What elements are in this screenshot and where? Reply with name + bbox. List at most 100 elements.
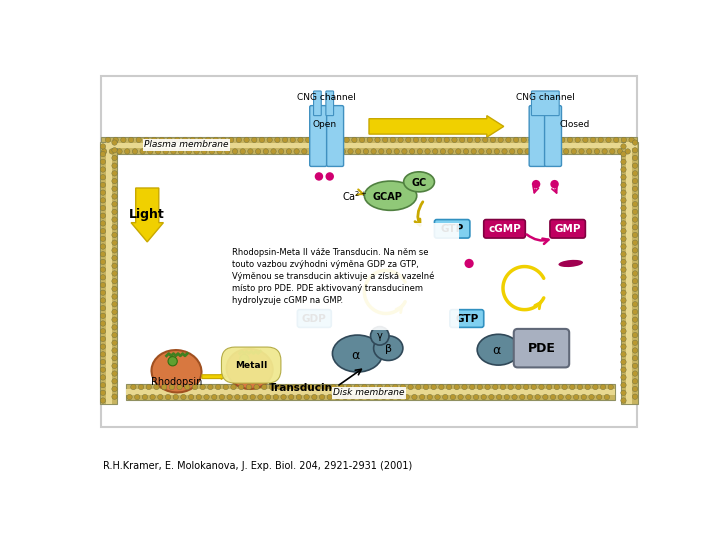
- Circle shape: [621, 382, 626, 388]
- Circle shape: [315, 384, 321, 390]
- Circle shape: [392, 384, 398, 390]
- Circle shape: [112, 248, 117, 253]
- Circle shape: [100, 313, 106, 319]
- Circle shape: [408, 384, 413, 390]
- Circle shape: [471, 148, 477, 154]
- Circle shape: [371, 148, 377, 154]
- Circle shape: [632, 325, 638, 330]
- Circle shape: [105, 137, 111, 143]
- Circle shape: [100, 151, 106, 157]
- Circle shape: [263, 148, 269, 154]
- Circle shape: [290, 137, 295, 143]
- Text: Rhodopsin-Meta II váže Transducin. Na něm se
touto vazbou zvýhodni výměna GDP za: Rhodopsin-Meta II váže Transducin. Na ně…: [232, 248, 434, 305]
- Circle shape: [564, 148, 569, 154]
- Circle shape: [204, 394, 210, 400]
- Circle shape: [621, 328, 626, 334]
- Circle shape: [456, 148, 461, 154]
- Circle shape: [109, 148, 114, 154]
- Circle shape: [112, 263, 117, 268]
- Circle shape: [335, 394, 340, 400]
- Circle shape: [494, 148, 500, 154]
- Circle shape: [531, 384, 536, 390]
- Circle shape: [632, 248, 638, 253]
- Circle shape: [117, 148, 122, 154]
- Circle shape: [632, 201, 638, 207]
- Circle shape: [632, 294, 638, 299]
- Circle shape: [412, 394, 417, 400]
- Circle shape: [632, 309, 638, 315]
- Circle shape: [589, 394, 594, 400]
- Circle shape: [394, 148, 400, 154]
- Circle shape: [404, 394, 410, 400]
- Circle shape: [138, 384, 144, 390]
- Circle shape: [490, 137, 495, 143]
- Circle shape: [396, 394, 402, 400]
- Circle shape: [189, 394, 194, 400]
- Ellipse shape: [374, 336, 403, 361]
- Circle shape: [621, 267, 626, 272]
- Circle shape: [513, 137, 519, 143]
- Circle shape: [112, 147, 117, 153]
- Circle shape: [573, 394, 579, 400]
- Circle shape: [100, 144, 106, 149]
- Circle shape: [112, 217, 117, 222]
- Circle shape: [621, 336, 626, 342]
- Circle shape: [533, 148, 538, 154]
- Circle shape: [112, 171, 117, 176]
- Circle shape: [444, 137, 449, 143]
- Circle shape: [390, 137, 395, 143]
- Circle shape: [377, 384, 382, 390]
- Circle shape: [112, 317, 117, 322]
- Text: Transducin: Transducin: [269, 383, 333, 393]
- Bar: [127, 384, 616, 400]
- Circle shape: [100, 182, 106, 187]
- Text: Disk membrane: Disk membrane: [333, 388, 405, 397]
- Circle shape: [320, 394, 325, 400]
- Circle shape: [223, 384, 228, 390]
- Circle shape: [523, 384, 528, 390]
- Circle shape: [440, 148, 446, 154]
- Circle shape: [273, 394, 279, 400]
- Text: Light: Light: [130, 208, 165, 221]
- Circle shape: [307, 384, 313, 390]
- Circle shape: [540, 148, 546, 154]
- Circle shape: [248, 148, 253, 154]
- Circle shape: [621, 236, 626, 241]
- Circle shape: [621, 306, 626, 311]
- Circle shape: [112, 186, 117, 192]
- Circle shape: [632, 163, 638, 168]
- Circle shape: [361, 384, 367, 390]
- Circle shape: [338, 384, 344, 390]
- Circle shape: [292, 384, 298, 390]
- Circle shape: [417, 148, 423, 154]
- Circle shape: [112, 355, 117, 361]
- Circle shape: [100, 367, 106, 373]
- Circle shape: [485, 384, 490, 390]
- Circle shape: [473, 394, 479, 400]
- Circle shape: [161, 384, 167, 390]
- Circle shape: [167, 137, 172, 143]
- Circle shape: [632, 263, 638, 268]
- Circle shape: [621, 375, 626, 380]
- Circle shape: [325, 172, 334, 181]
- Circle shape: [271, 148, 276, 154]
- Circle shape: [585, 384, 590, 390]
- Circle shape: [559, 137, 565, 143]
- Circle shape: [608, 384, 613, 390]
- Circle shape: [112, 201, 117, 207]
- Text: GCAP: GCAP: [372, 192, 402, 202]
- Circle shape: [100, 228, 106, 234]
- Circle shape: [100, 198, 106, 203]
- Circle shape: [544, 137, 549, 143]
- Circle shape: [259, 137, 265, 143]
- Circle shape: [289, 394, 294, 400]
- Circle shape: [112, 340, 117, 346]
- Ellipse shape: [477, 334, 520, 365]
- Circle shape: [621, 344, 626, 349]
- Circle shape: [112, 301, 117, 307]
- Circle shape: [140, 148, 145, 154]
- Circle shape: [367, 137, 372, 143]
- Text: γ: γ: [377, 331, 383, 341]
- Circle shape: [131, 384, 136, 390]
- Circle shape: [492, 384, 498, 390]
